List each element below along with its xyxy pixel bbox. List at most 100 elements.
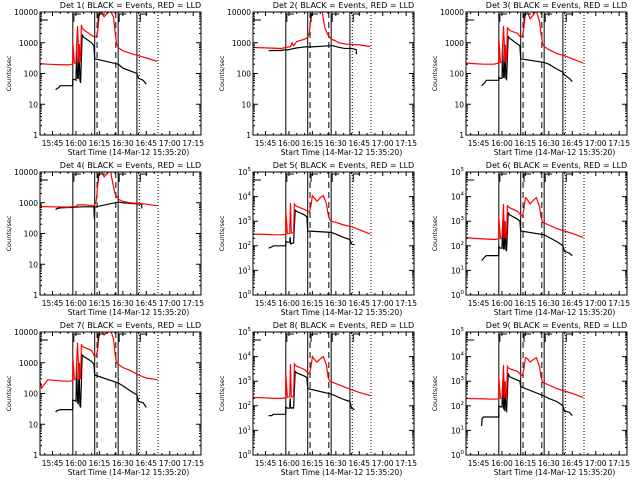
- y-tick-label: 1: [246, 131, 251, 140]
- x-tick-label: 15:45: [468, 459, 490, 468]
- series-lld-line: [40, 172, 158, 208]
- x-tick-label: 16:15: [515, 459, 537, 468]
- state-bracket-mark: [97, 173, 106, 182]
- state-bracket-mark: [544, 173, 553, 182]
- panel-title: Det 6( BLACK = Events, RED = LLD: [486, 161, 627, 170]
- chart-svg: 15:45 16:00 16:15 16:30 16:45 17:00 17:15 1 10 10…: [5, 321, 204, 477]
- x-tick-label: 17:00: [585, 459, 607, 468]
- y-tick-label: 101: [451, 265, 464, 275]
- x-tick-label: 16:00: [491, 459, 513, 468]
- y-axis-label: Counts/sec: [5, 375, 13, 411]
- state-bracket-mark: [286, 173, 294, 182]
- x-tick-label: 16:15: [302, 459, 324, 468]
- y-tick-label: 100: [24, 390, 39, 399]
- x-tick-label: 16:45: [135, 139, 157, 148]
- series-events-line: [55, 353, 147, 413]
- y-tick-label: 1000: [19, 199, 38, 208]
- x-tick-label: 15:45: [42, 299, 64, 308]
- x-tick-label: 16:45: [561, 459, 583, 468]
- series-lld-line: [40, 332, 158, 390]
- x-tick-label: 17:15: [395, 299, 417, 308]
- x-tick-label: 17:00: [159, 139, 181, 148]
- x-axis-label: Start Time (14-Mar-12 15:35:20): [281, 308, 403, 317]
- x-axis-label: Start Time (14-Mar-12 15:35:20): [494, 148, 616, 157]
- state-bracket-mark: [331, 333, 340, 342]
- chart-svg: 15:45 16:00 16:15 16:30 16:45 17:00 17:15 100 10…: [431, 321, 630, 477]
- x-tick-label: 16:15: [515, 139, 537, 148]
- state-bracket-mark: [73, 333, 81, 342]
- series-events-line: [55, 201, 143, 219]
- series-lld-line: [253, 194, 371, 236]
- y-tick-label: 1000: [19, 39, 38, 48]
- y-tick-label: 1: [33, 451, 38, 460]
- y-tick-label: 1000: [232, 39, 251, 48]
- state-bracket-mark: [331, 13, 340, 22]
- state-bracket-mark: [523, 173, 532, 182]
- y-tick-label: 100: [450, 70, 465, 79]
- x-tick-label: 17:00: [585, 139, 607, 148]
- x-tick-label: 16:30: [538, 459, 560, 468]
- state-bracket-mark: [97, 13, 106, 22]
- x-axis-label: Start Time (14-Mar-12 15:35:20): [494, 468, 616, 477]
- x-tick-label: 17:15: [608, 139, 630, 148]
- y-axis-label: Counts/sec: [431, 215, 439, 251]
- y-tick-label: 1000: [445, 39, 464, 48]
- detector-panel-9: 15:45 16:00 16:15 16:30 16:45 17:00 17:15 100 10…: [426, 320, 639, 480]
- panel-title: Det 3( BLACK = Events, RED = LLD: [486, 1, 627, 10]
- y-tick-label: 1000: [19, 359, 38, 368]
- y-tick-label: 101: [451, 425, 464, 435]
- x-tick-label: 16:15: [89, 299, 111, 308]
- y-tick-label: 10000: [14, 8, 38, 17]
- state-bracket-mark: [523, 333, 532, 342]
- y-tick-label: 1: [459, 131, 464, 140]
- x-tick-label: 15:45: [42, 459, 64, 468]
- state-bracket-mark: [523, 13, 532, 22]
- x-tick-label: 17:15: [182, 299, 204, 308]
- x-tick-label: 15:45: [468, 299, 490, 308]
- series-lld-line: [466, 196, 584, 241]
- y-tick-label: 104: [451, 192, 465, 202]
- y-tick-label: 104: [238, 192, 252, 202]
- panel-title: Det 1( BLACK = Events, RED = LLD: [60, 1, 201, 10]
- detector-panel-6: 15:45 16:00 16:15 16:30 16:45 17:00 17:15 100 10…: [426, 160, 639, 320]
- x-tick-label: 16:00: [65, 299, 87, 308]
- state-bracket-mark: [565, 173, 574, 182]
- series-events-line: [268, 44, 358, 55]
- panel-title: Det 2( BLACK = Events, RED = LLD: [273, 1, 414, 10]
- series-events-line: [55, 33, 147, 91]
- state-bracket-mark: [544, 333, 553, 342]
- series-lld-line: [466, 356, 584, 400]
- x-tick-label: 17:15: [608, 299, 630, 308]
- state-bracket-mark: [73, 13, 81, 22]
- y-tick-label: 102: [238, 241, 251, 251]
- plot-frame: [465, 11, 628, 136]
- state-bracket-mark: [352, 333, 361, 342]
- panel-title: Det 9( BLACK = Events, RED = LLD: [486, 321, 627, 330]
- x-tick-label: 15:45: [42, 139, 64, 148]
- detector-panel-1: 15:45 16:00 16:15 16:30 16:45 17:00 17:15 1 10 10…: [0, 0, 213, 160]
- y-tick-label: 1: [33, 131, 38, 140]
- detector-panel-2: 15:45 16:00 16:15 16:30 16:45 17:00 17:15 1 10 10…: [213, 0, 426, 160]
- chart-svg: 15:45 16:00 16:15 16:30 16:45 17:00 17:15 1 10 10…: [5, 161, 204, 317]
- x-tick-label: 17:00: [159, 459, 181, 468]
- x-tick-label: 16:15: [515, 299, 537, 308]
- y-tick-label: 101: [238, 425, 251, 435]
- y-tick-label: 102: [451, 241, 464, 251]
- x-tick-label: 16:45: [348, 139, 370, 148]
- plot-frame: [252, 171, 415, 296]
- detector-panel-8: 15:45 16:00 16:15 16:30 16:45 17:00 17:15 100 10…: [213, 320, 426, 480]
- chart-svg: 15:45 16:00 16:15 16:30 16:45 17:00 17:15 100 10…: [218, 161, 417, 317]
- x-tick-label: 16:30: [325, 139, 347, 148]
- y-tick-label: 105: [451, 327, 465, 337]
- plot-frame: [39, 171, 202, 296]
- y-axis-label: Counts/sec: [431, 55, 439, 91]
- y-tick-label: 103: [451, 376, 465, 386]
- state-bracket-mark: [544, 13, 553, 22]
- series-events-line: [268, 370, 355, 417]
- panel-title: Det 4( BLACK = Events, RED = LLD: [60, 161, 201, 170]
- x-tick-label: 16:00: [278, 459, 300, 468]
- x-tick-label: 16:45: [135, 299, 157, 308]
- x-tick-label: 17:00: [372, 459, 394, 468]
- state-bracket-mark: [286, 333, 294, 342]
- plot-frame: [252, 331, 415, 456]
